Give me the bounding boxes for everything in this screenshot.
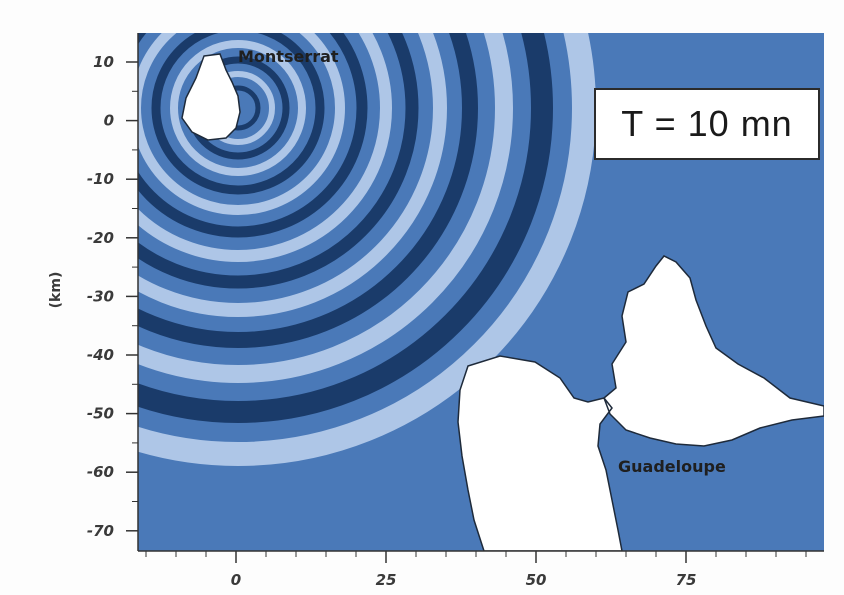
y-tick-label: -40 (87, 346, 114, 364)
y-axis-ticks: 10 0 -10 -20 -30 -40 -50 -60 -70 (87, 53, 138, 540)
wave-front-ring (138, 33, 478, 348)
wave-front-ring (138, 33, 345, 215)
wave-front-ring (138, 33, 447, 317)
wave-fronts (138, 33, 596, 466)
wave-front-ring (151, 33, 325, 195)
montserrat-label: Montserrat (238, 47, 339, 66)
y-tick-label: 10 (93, 53, 114, 71)
x-tick-label: 0 (231, 571, 241, 589)
y-tick-label: -70 (87, 522, 114, 540)
wave-front-ring (138, 33, 419, 289)
y-tick-label: -30 (87, 287, 114, 305)
x-axis-ticks: 0 25 50 75 (145, 551, 807, 589)
x-tick-label: 50 (526, 571, 547, 589)
wave-front-ring (138, 33, 368, 238)
wave-front-ring (138, 33, 596, 466)
y-tick-label: -10 (87, 170, 114, 188)
y-tick-label: -20 (87, 229, 114, 247)
y-tick-label: -60 (87, 463, 114, 481)
y-tick-label: 0 (104, 112, 114, 130)
time-stamp-box: T = 10 mn (594, 88, 820, 160)
guadeloupe-island (457, 255, 824, 551)
wave-front-ring (138, 33, 553, 423)
y-axis-label: (km) (48, 272, 64, 309)
y-tick-label: -50 (87, 405, 114, 423)
wave-front-ring (138, 33, 513, 383)
wave-front-ring (170, 40, 306, 176)
wave-front-ring (138, 33, 392, 262)
x-tick-label: 75 (676, 571, 697, 589)
time-stamp: T = 10 mn (621, 103, 793, 144)
x-tick-label: 25 (376, 571, 397, 589)
montserrat-island (181, 53, 241, 141)
guadeloupe-label: Guadeloupe (618, 457, 726, 476)
